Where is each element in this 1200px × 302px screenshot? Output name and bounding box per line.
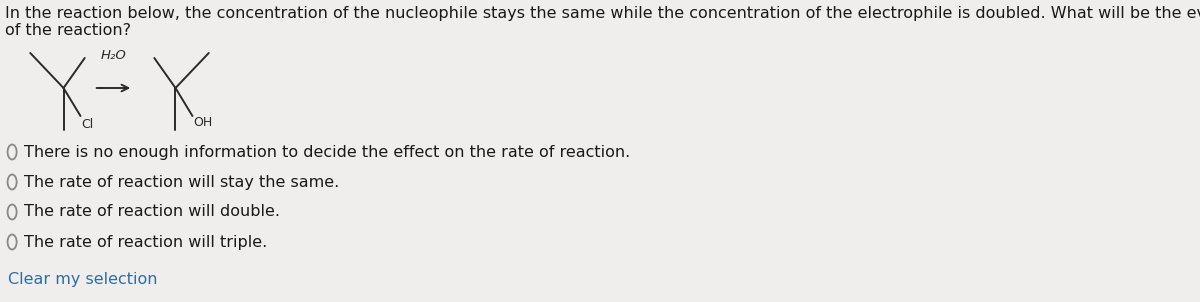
Text: Cl: Cl (82, 118, 94, 131)
Text: In the reaction below, the concentration of the nucleophile stays the same while: In the reaction below, the concentration… (5, 6, 1200, 38)
Text: The rate of reaction will triple.: The rate of reaction will triple. (24, 234, 268, 249)
Text: Clear my selection: Clear my selection (8, 272, 158, 287)
Text: The rate of reaction will stay the same.: The rate of reaction will stay the same. (24, 175, 340, 189)
Text: The rate of reaction will double.: The rate of reaction will double. (24, 204, 281, 220)
Text: H₂O: H₂O (101, 49, 126, 62)
Text: OH: OH (193, 116, 212, 129)
Text: There is no enough information to decide the effect on the rate of reaction.: There is no enough information to decide… (24, 144, 630, 159)
